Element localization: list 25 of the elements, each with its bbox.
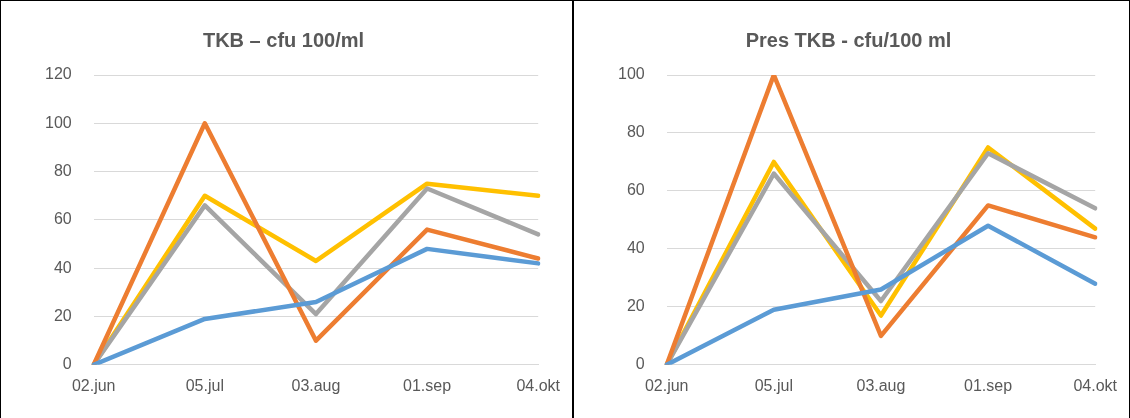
y-tick-label: 120	[44, 65, 72, 83]
x-tick-label: 05.jul	[754, 376, 793, 394]
y-tick-label: 0	[62, 355, 72, 373]
y-tick-label: 100	[44, 113, 72, 131]
y-tick-label: 0	[635, 355, 645, 373]
y-tick-label: 40	[53, 258, 72, 276]
y-tick-label: 80	[53, 162, 72, 180]
x-tick-label: 03.aug	[291, 376, 341, 394]
x-tick-label: 05.jul	[185, 376, 224, 394]
y-tick-label: 40	[626, 239, 645, 257]
y-tick-label: 100	[617, 65, 645, 83]
y-tick-label: 80	[626, 123, 645, 141]
y-tick-label: 20	[626, 297, 645, 315]
y-tick-label: 20	[53, 306, 72, 324]
x-tick-label: 01.sep	[403, 376, 452, 394]
x-tick-label: 03.aug	[856, 376, 906, 394]
x-tick-label: 01.sep	[964, 376, 1013, 394]
x-tick-label: 04.okt	[516, 376, 561, 394]
x-tick-label: 04.okt	[1073, 376, 1118, 394]
chart-title: TKB – cfu 100/ml	[202, 28, 365, 51]
x-tick-label: 02.jun	[644, 376, 689, 394]
chart-title: Pres TKB - cfu/100 ml	[745, 28, 952, 51]
y-tick-label: 60	[626, 181, 645, 199]
x-tick-label: 02.jun	[71, 376, 116, 394]
y-tick-label: 60	[53, 210, 72, 228]
